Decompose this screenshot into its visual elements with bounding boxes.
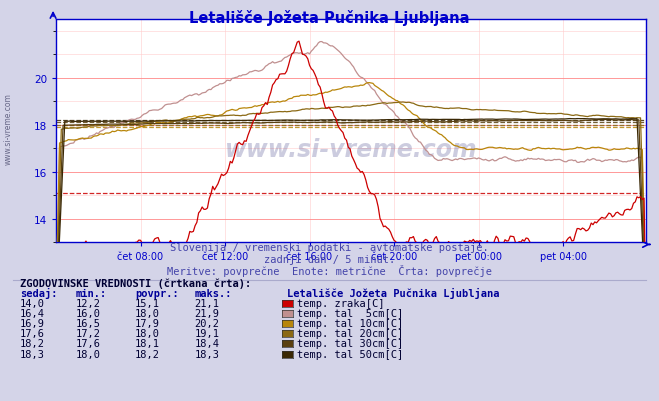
Text: 14,0: 14,0 (20, 298, 45, 308)
Text: 17,6: 17,6 (20, 328, 45, 338)
Text: temp. tal 10cm[C]: temp. tal 10cm[C] (297, 318, 403, 328)
Text: 16,5: 16,5 (76, 318, 101, 328)
Text: min.:: min.: (76, 288, 107, 298)
Text: sedaj:: sedaj: (20, 287, 57, 298)
Text: temp. zraka[C]: temp. zraka[C] (297, 298, 384, 308)
Text: temp. tal 20cm[C]: temp. tal 20cm[C] (297, 328, 403, 338)
Text: www.si-vreme.com: www.si-vreme.com (3, 93, 13, 164)
Text: Letališče Jožeta Pučnika Ljubljana: Letališče Jožeta Pučnika Ljubljana (287, 287, 499, 298)
Text: 18,1: 18,1 (135, 338, 160, 348)
Text: 12,2: 12,2 (76, 298, 101, 308)
Text: ZGODOVINSKE VREDNOSTI (črtkana črta):: ZGODOVINSKE VREDNOSTI (črtkana črta): (20, 278, 251, 289)
Text: 18,0: 18,0 (135, 308, 160, 318)
Text: 20,2: 20,2 (194, 318, 219, 328)
Text: www.si-vreme.com: www.si-vreme.com (225, 137, 477, 161)
Text: 21,1: 21,1 (194, 298, 219, 308)
Text: 16,0: 16,0 (76, 308, 101, 318)
Text: temp. tal 30cm[C]: temp. tal 30cm[C] (297, 338, 403, 348)
Text: 18,4: 18,4 (194, 338, 219, 348)
Text: 21,9: 21,9 (194, 308, 219, 318)
Text: 19,1: 19,1 (194, 328, 219, 338)
Text: 16,4: 16,4 (20, 308, 45, 318)
Text: 18,3: 18,3 (20, 349, 45, 359)
Text: temp. tal 50cm[C]: temp. tal 50cm[C] (297, 349, 403, 359)
Text: povpr.:: povpr.: (135, 288, 179, 298)
Text: zadnji dan / 5 minut.: zadnji dan / 5 minut. (264, 255, 395, 265)
Text: 17,6: 17,6 (76, 338, 101, 348)
Text: 18,0: 18,0 (135, 328, 160, 338)
Text: 18,3: 18,3 (194, 349, 219, 359)
Text: Slovenija / vremenski podatki - avtomatske postaje.: Slovenija / vremenski podatki - avtomats… (170, 243, 489, 253)
Text: 18,2: 18,2 (20, 338, 45, 348)
Text: 16,9: 16,9 (20, 318, 45, 328)
Text: temp. tal  5cm[C]: temp. tal 5cm[C] (297, 308, 403, 318)
Text: 18,0: 18,0 (76, 349, 101, 359)
Text: 15,1: 15,1 (135, 298, 160, 308)
Text: 18,2: 18,2 (135, 349, 160, 359)
Text: Letališče Jožeta Pučnika Ljubljana: Letališče Jožeta Pučnika Ljubljana (189, 10, 470, 26)
Text: 17,2: 17,2 (76, 328, 101, 338)
Text: maks.:: maks.: (194, 288, 232, 298)
Text: 17,9: 17,9 (135, 318, 160, 328)
Text: Meritve: povprečne  Enote: metrične  Črta: povprečje: Meritve: povprečne Enote: metrične Črta:… (167, 265, 492, 277)
